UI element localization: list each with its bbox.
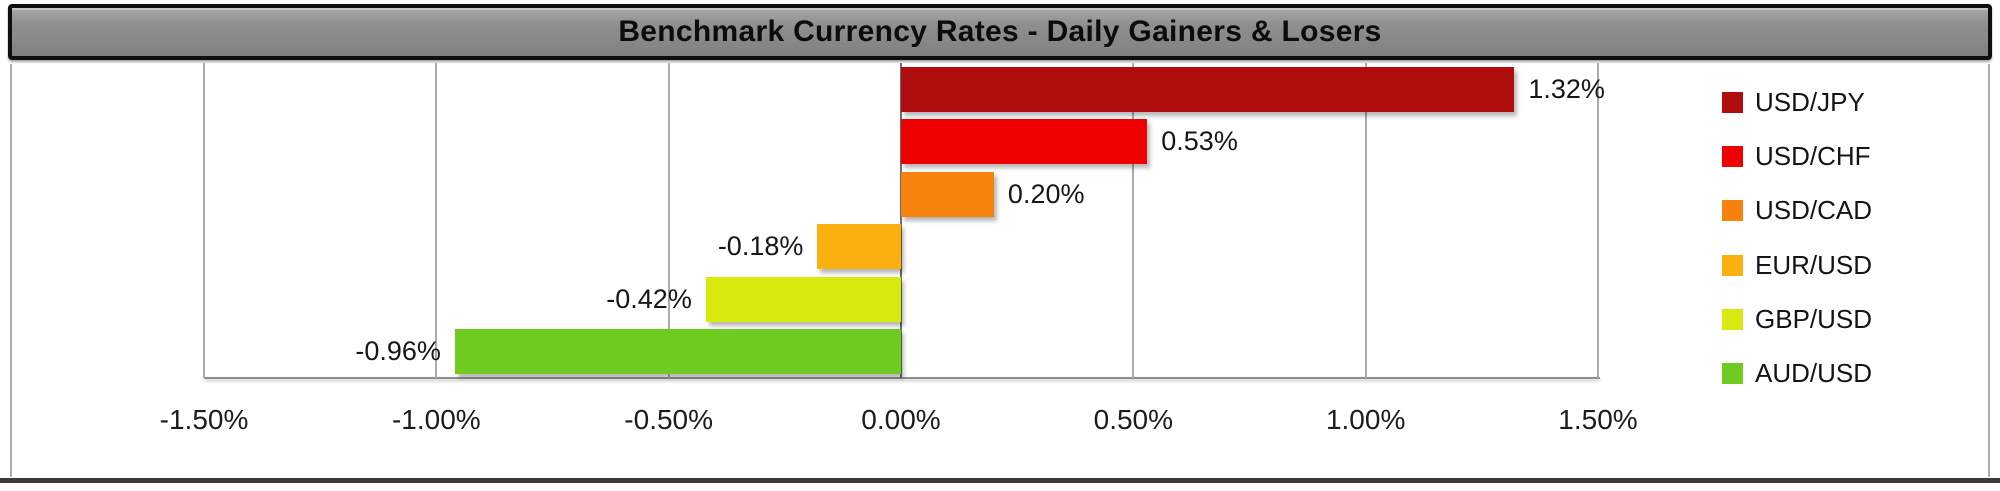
legend-swatch-usd-chf	[1722, 145, 1743, 167]
legend-entry-aud-usd: AUD/USD	[1722, 346, 1872, 400]
legend-swatch-usd-cad	[1722, 200, 1743, 222]
legend-entry-usd-chf: USD/CHF	[1722, 129, 1872, 183]
legend-label-usd-jpy: USD/JPY	[1755, 86, 1865, 117]
bottom-border-rule	[0, 478, 2000, 483]
legend-label-usd-chf: USD/CHF	[1755, 140, 1871, 171]
chart-title-bar: Benchmark Currency Rates - Daily Gainers…	[8, 4, 1992, 60]
legend-entry-usd-jpy: USD/JPY	[1722, 75, 1872, 129]
legend-entry-usd-cad: USD/CAD	[1722, 184, 1872, 238]
legend-label-aud-usd: AUD/USD	[1755, 358, 1873, 389]
legend-label-gbp-usd: GBP/USD	[1755, 303, 1873, 334]
legend-swatch-gbp-usd	[1722, 308, 1743, 330]
legend-swatch-usd-jpy	[1722, 91, 1743, 113]
legend-label-eur-usd: EUR/USD	[1755, 249, 1873, 280]
chart-outer-frame	[10, 64, 1990, 477]
legend-entry-eur-usd: EUR/USD	[1722, 238, 1872, 292]
legend-swatch-aud-usd	[1722, 363, 1743, 385]
legend-label-usd-cad: USD/CAD	[1755, 195, 1873, 226]
legend: USD/JPY USD/CHF USD/CAD EUR/USD GBP/USD AUD/U…	[1722, 75, 1872, 401]
chart-title: Benchmark Currency Rates - Daily Gainers…	[618, 15, 1382, 48]
legend-swatch-eur-usd	[1722, 254, 1743, 276]
legend-entry-gbp-usd: GBP/USD	[1722, 292, 1872, 346]
